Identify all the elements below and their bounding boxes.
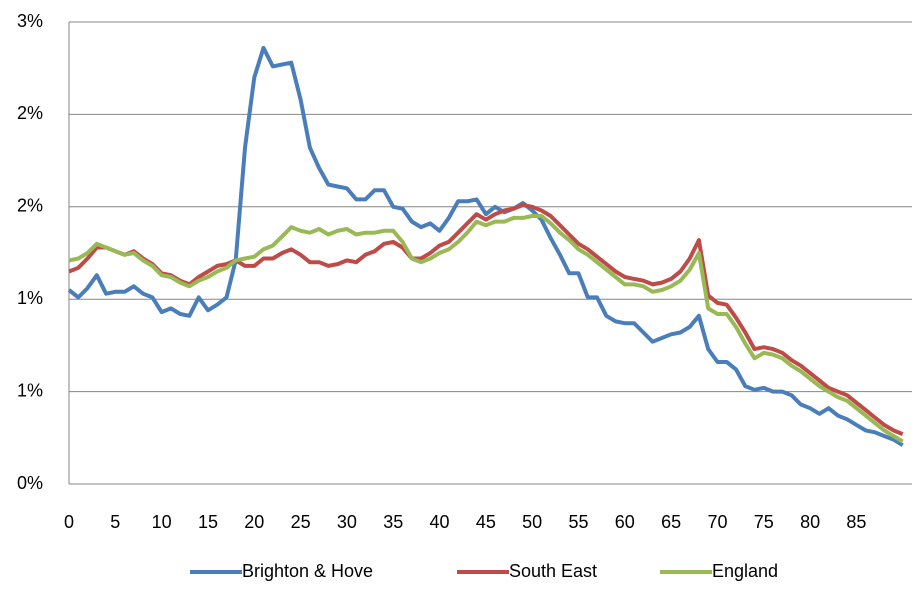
series-line (68, 214, 904, 444)
x-tick-label: 60 (615, 512, 635, 532)
x-tick-label: 55 (568, 512, 588, 532)
x-tick-label: 30 (337, 512, 357, 532)
x-tick-label: 20 (244, 512, 264, 532)
y-tick-label: 0% (17, 473, 43, 493)
y-tick-label: 1% (17, 288, 43, 308)
x-tick-label: 65 (661, 512, 681, 532)
x-tick-label: 45 (476, 512, 496, 532)
x-tick-label: 85 (846, 512, 866, 532)
x-tick-label: 15 (198, 512, 218, 532)
x-tick-label: 10 (152, 512, 172, 532)
x-tick-label: 50 (522, 512, 542, 532)
x-tick-label: 70 (707, 512, 727, 532)
y-tick-label: 2% (17, 103, 43, 123)
x-tick-label: 40 (430, 512, 450, 532)
x-tick-label: 5 (110, 512, 120, 532)
x-tick-label: 25 (291, 512, 311, 532)
x-tick-label: 0 (64, 512, 74, 532)
y-tick-label: 2% (17, 196, 43, 216)
y-tick-label: 3% (17, 11, 43, 31)
y-tick-label: 1% (17, 380, 43, 400)
x-tick-label: 35 (383, 512, 403, 532)
series-line (68, 203, 904, 436)
legend-label: England (712, 561, 778, 581)
legend-label: Brighton & Hove (242, 561, 373, 581)
series-line (67, 45, 904, 447)
x-tick-label: 80 (800, 512, 820, 532)
x-tick-label: 75 (754, 512, 774, 532)
legend-label: South East (509, 561, 597, 581)
